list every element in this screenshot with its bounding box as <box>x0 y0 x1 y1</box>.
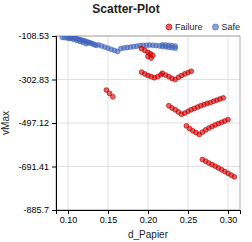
axis-line <box>52 37 57 211</box>
tick-mark <box>52 36 56 37</box>
tick: -302.83 <box>18 75 56 85</box>
tick-mark <box>148 210 149 214</box>
x-axis: 0.10 0.15 0.20 0.25 0.30 <box>57 210 241 225</box>
tick: -497.12 <box>18 118 56 128</box>
point <box>221 95 226 100</box>
tick-mark <box>52 210 56 211</box>
tick-mark <box>52 80 56 81</box>
tick-mark <box>52 167 56 168</box>
plot-frame <box>56 36 240 210</box>
tick: 0.10 <box>60 210 78 225</box>
series <box>104 46 237 179</box>
legend-label: Failure <box>175 22 203 32</box>
series <box>60 36 178 54</box>
tick-label: -885.7 <box>23 205 49 215</box>
x-axis-label: d_Papier <box>128 229 169 240</box>
tick-mark <box>52 123 56 124</box>
y-axis: -108.53 -302.83 -497.12 -691.41 -885.7 <box>18 31 56 215</box>
point <box>173 44 178 49</box>
tick: 0.20 <box>140 210 158 225</box>
point <box>110 94 115 99</box>
point <box>84 41 89 46</box>
grid-line <box>56 123 240 124</box>
tick-label: 0.25 <box>180 215 198 225</box>
y-axis-label: vMax <box>0 111 11 135</box>
legend-item: Safe <box>212 22 240 32</box>
chart: Scatter-Plot0.100.150.200.250.30-108.53-… <box>0 0 252 242</box>
tick-mark <box>68 210 69 214</box>
points <box>60 36 237 179</box>
axis-line <box>57 211 241 215</box>
point <box>232 175 237 180</box>
tick: 0.15 <box>100 210 118 225</box>
tick-label: 0.20 <box>140 215 158 225</box>
tick-label: -691.41 <box>18 162 49 172</box>
legend-label: Safe <box>221 22 240 32</box>
point <box>149 56 154 61</box>
plot: 0.10 0.15 0.20 0.25 0.30 -108.53 -302.83 -497.1… <box>18 31 240 225</box>
grid-line <box>56 79 240 80</box>
tick: -108.53 <box>18 31 56 41</box>
tick-mark <box>188 210 189 214</box>
tick-label: -497.12 <box>18 118 49 128</box>
legend-item: Failure <box>166 22 203 32</box>
tick-label: 0.10 <box>60 215 78 225</box>
tick-mark <box>228 210 229 214</box>
tick-mark <box>108 210 109 214</box>
legend-swatch <box>166 24 172 30</box>
tick: -885.7 <box>23 205 56 215</box>
tick-label: -302.83 <box>18 75 49 85</box>
tick: -691.41 <box>18 162 56 172</box>
tick: 0.25 <box>180 210 198 225</box>
grid <box>56 36 240 210</box>
tick-label: 0.15 <box>100 215 118 225</box>
tick: 0.30 <box>220 210 238 225</box>
point <box>189 69 194 74</box>
tick-label: 0.30 <box>220 215 238 225</box>
tick-label: -108.53 <box>18 31 49 41</box>
point <box>226 117 231 122</box>
legend: Failure Safe <box>166 22 240 32</box>
legend-swatch <box>212 24 218 30</box>
title: Scatter-Plot <box>92 2 159 16</box>
